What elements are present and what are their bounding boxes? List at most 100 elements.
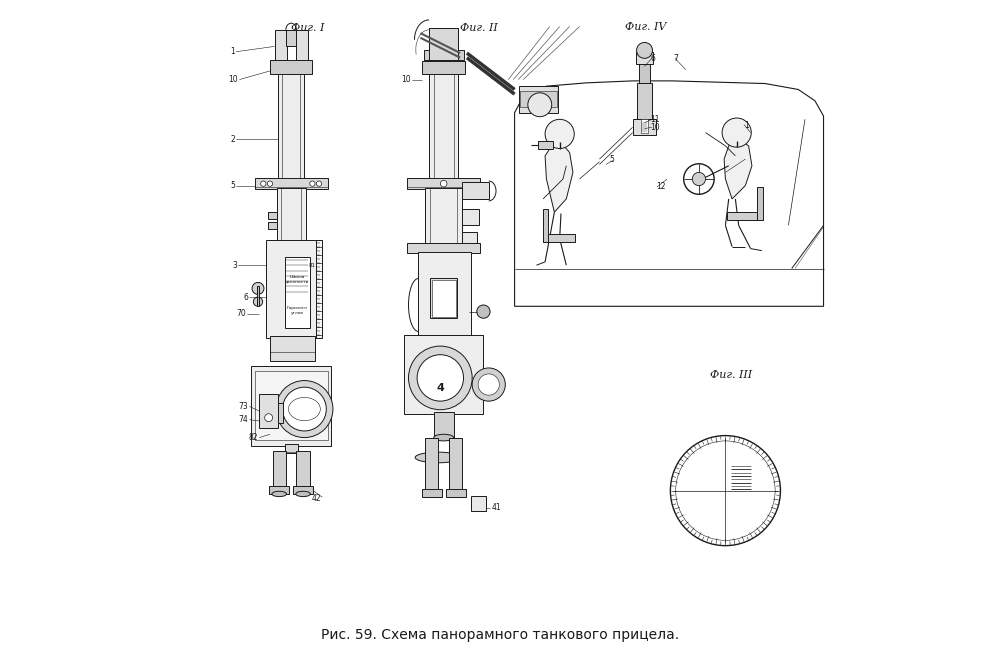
Bar [285, 257, 310, 328]
Text: 5: 5 [230, 181, 235, 190]
Circle shape [528, 93, 552, 117]
Bar [636, 52, 653, 64]
Text: Фиг. III: Фиг. III [710, 369, 752, 380]
Text: 73: 73 [238, 402, 248, 411]
Bar [259, 394, 278, 428]
Bar [543, 234, 575, 242]
Polygon shape [429, 28, 458, 60]
Circle shape [253, 297, 263, 306]
Text: Фиг. II: Фиг. II [460, 23, 498, 33]
Circle shape [478, 374, 499, 395]
Text: дальности: дальности [285, 280, 309, 284]
Bar [404, 335, 483, 414]
Bar [278, 403, 283, 423]
Bar [285, 444, 298, 453]
Bar [471, 496, 486, 511]
Text: углов: углов [291, 311, 304, 315]
Circle shape [283, 387, 326, 431]
Bar [462, 182, 489, 199]
Bar [462, 209, 479, 225]
Text: 10: 10 [228, 75, 238, 84]
Text: 12: 12 [656, 182, 665, 192]
Text: Фиг. I: Фиг. I [291, 23, 324, 33]
Bar [268, 222, 277, 229]
Bar [268, 212, 277, 219]
Bar [296, 30, 308, 60]
Bar [727, 212, 759, 220]
Circle shape [472, 368, 505, 401]
Circle shape [670, 436, 780, 546]
Ellipse shape [272, 491, 287, 497]
Circle shape [637, 42, 652, 58]
Bar [275, 30, 287, 60]
Bar [543, 209, 548, 242]
Text: Горизонт: Горизонт [286, 306, 308, 310]
Bar [251, 366, 331, 446]
Bar [407, 178, 480, 189]
Bar [446, 489, 466, 497]
Text: 81: 81 [308, 263, 315, 268]
Circle shape [692, 172, 706, 186]
Bar [316, 240, 322, 338]
Circle shape [545, 119, 574, 149]
Bar [757, 187, 763, 220]
Circle shape [276, 381, 333, 438]
Text: 1: 1 [744, 121, 749, 131]
Bar [449, 438, 462, 491]
Bar [269, 486, 289, 494]
Bar [637, 83, 652, 119]
Text: 74: 74 [238, 415, 248, 424]
Text: 10: 10 [401, 75, 410, 84]
Bar [277, 188, 306, 242]
Bar [255, 178, 328, 189]
Circle shape [316, 181, 322, 186]
Text: 5: 5 [609, 154, 614, 164]
Polygon shape [515, 81, 824, 306]
Bar [639, 63, 650, 83]
Circle shape [310, 181, 315, 186]
Text: 42: 42 [311, 494, 321, 503]
Text: 6: 6 [243, 292, 248, 302]
Polygon shape [429, 28, 458, 66]
Text: 41: 41 [491, 503, 501, 512]
Text: 2: 2 [230, 135, 235, 144]
Text: Фиг. IV: Фиг. IV [625, 21, 667, 32]
Bar [429, 74, 458, 179]
Text: 10: 10 [651, 123, 660, 132]
Bar [293, 486, 313, 494]
Circle shape [267, 181, 273, 186]
Text: Рис. 59. Схема панорамного танкового прицела.: Рис. 59. Схема панорамного танкового при… [321, 628, 679, 642]
Text: 70: 70 [236, 309, 246, 318]
Ellipse shape [434, 434, 454, 441]
Text: 6: 6 [651, 54, 655, 63]
Polygon shape [545, 143, 573, 212]
Text: 1: 1 [230, 47, 235, 56]
Bar [257, 286, 259, 306]
Bar [633, 119, 656, 135]
Bar [462, 232, 477, 247]
Bar [407, 243, 480, 253]
Ellipse shape [296, 491, 310, 497]
Circle shape [440, 180, 447, 187]
Bar [270, 336, 315, 361]
Bar [520, 91, 557, 107]
Ellipse shape [415, 452, 462, 463]
Circle shape [261, 181, 266, 186]
Bar [432, 280, 456, 317]
Bar [641, 119, 648, 133]
Circle shape [265, 414, 273, 422]
Text: 4: 4 [436, 383, 444, 393]
Bar [434, 412, 454, 438]
Bar [286, 30, 296, 46]
Bar [270, 60, 312, 74]
Text: 11: 11 [651, 115, 660, 124]
Bar [266, 240, 319, 338]
Bar [296, 451, 310, 487]
Bar [430, 278, 457, 318]
Bar [422, 61, 465, 74]
Bar [425, 188, 462, 245]
Circle shape [477, 305, 490, 318]
Bar [273, 451, 286, 487]
Circle shape [409, 346, 472, 410]
Bar [278, 74, 304, 179]
